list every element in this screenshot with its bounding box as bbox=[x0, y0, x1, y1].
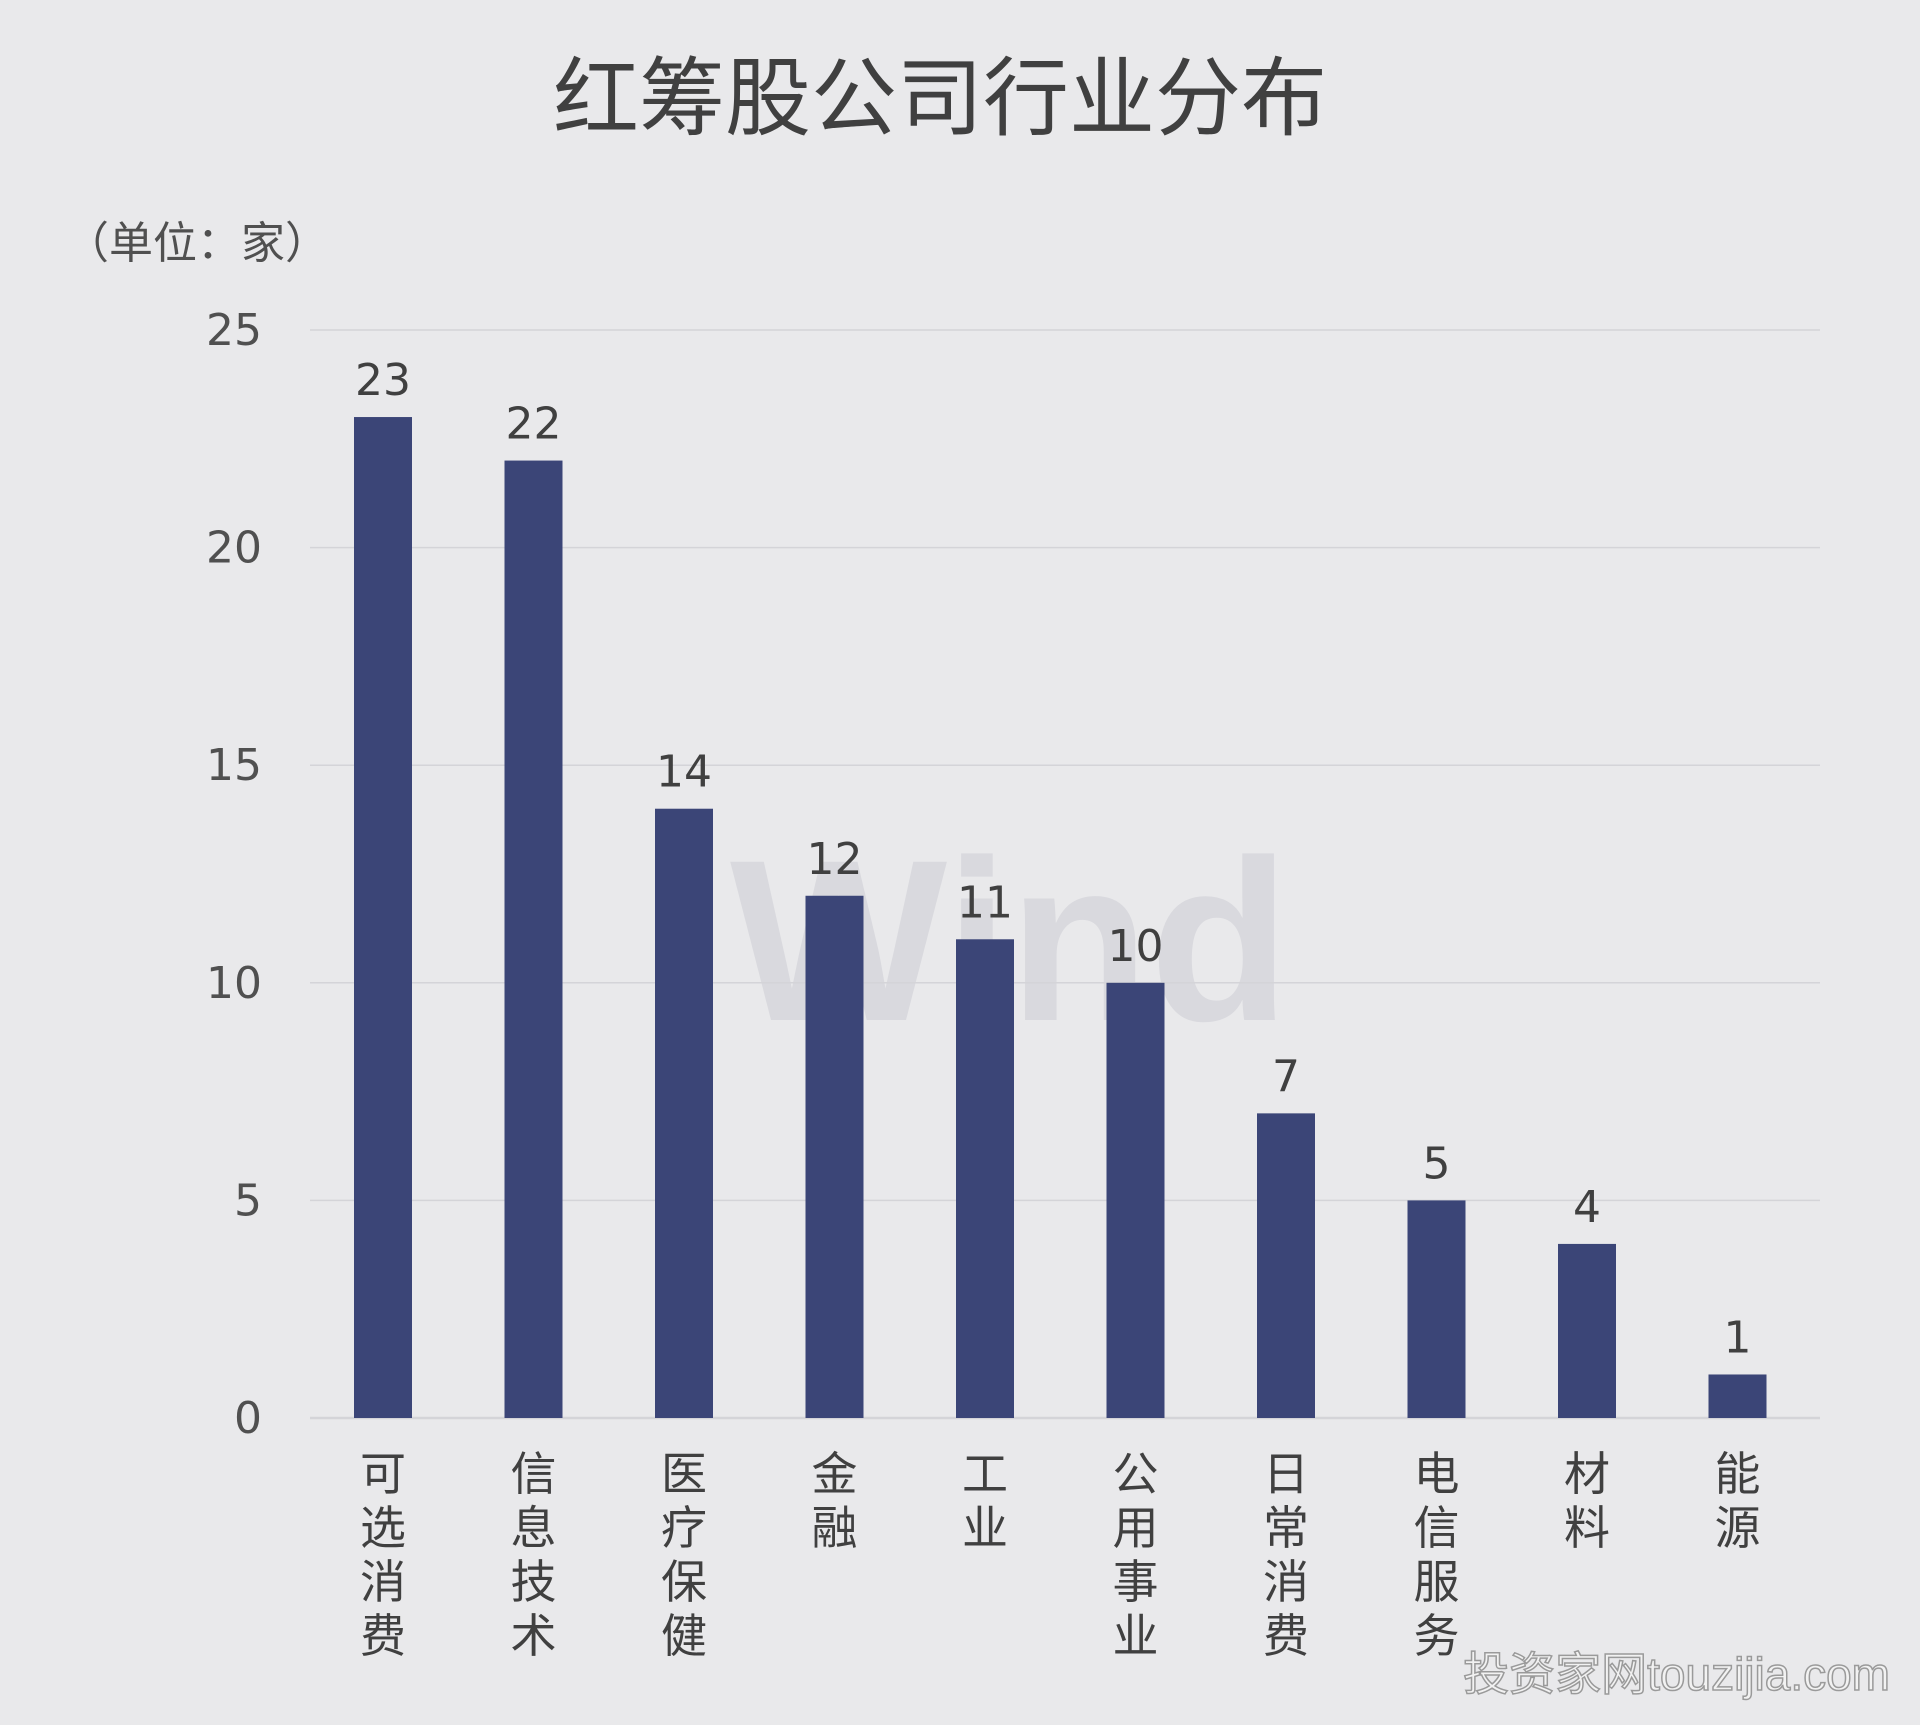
category-label: 金融 bbox=[812, 1447, 858, 1555]
category-label: 公用事业 bbox=[1113, 1447, 1159, 1663]
data-label: 10 bbox=[1108, 921, 1164, 972]
data-label: 12 bbox=[807, 834, 863, 885]
y-tick-label: 0 bbox=[234, 1393, 262, 1444]
data-label: 5 bbox=[1423, 1138, 1451, 1189]
unit-label: （单位：家） bbox=[65, 218, 329, 269]
y-tick-label: 10 bbox=[206, 958, 262, 1009]
category-label: 日常消费 bbox=[1263, 1447, 1309, 1663]
bars bbox=[354, 417, 1767, 1418]
data-label: 7 bbox=[1272, 1051, 1300, 1102]
bar bbox=[504, 460, 563, 1418]
bar bbox=[1708, 1374, 1767, 1418]
chart-title: 红筹股公司行业分布 bbox=[553, 49, 1327, 149]
bar bbox=[1407, 1200, 1466, 1418]
data-label: 22 bbox=[506, 399, 562, 450]
category-label: 材料 bbox=[1564, 1447, 1610, 1555]
category-label: 信息技术 bbox=[511, 1447, 557, 1663]
category-label: 电信服务 bbox=[1414, 1447, 1460, 1663]
bar bbox=[956, 939, 1014, 1418]
category-label: 工业 bbox=[962, 1447, 1008, 1555]
y-tick-label: 5 bbox=[234, 1175, 262, 1226]
data-label: 1 bbox=[1724, 1312, 1752, 1363]
category-label: 能源 bbox=[1715, 1447, 1761, 1555]
bar bbox=[1558, 1243, 1616, 1418]
data-label: 11 bbox=[957, 877, 1013, 928]
bar bbox=[805, 895, 864, 1418]
category-label: 医疗保健 bbox=[661, 1447, 707, 1663]
y-tick-label: 20 bbox=[206, 523, 262, 574]
data-label: 4 bbox=[1573, 1182, 1601, 1233]
y-tick-label: 25 bbox=[206, 305, 262, 356]
data-label: 14 bbox=[656, 747, 712, 798]
bar bbox=[655, 808, 713, 1418]
bar bbox=[1106, 982, 1165, 1418]
data-label: 23 bbox=[355, 355, 411, 406]
y-axis-ticks: 0 5 10 15 20 25 bbox=[206, 305, 262, 1444]
category-label: 可选消费 bbox=[360, 1447, 406, 1663]
bar bbox=[354, 417, 412, 1418]
y-tick-label: 15 bbox=[206, 740, 262, 791]
bar bbox=[1257, 1113, 1315, 1418]
data-labels: 23 22 14 12 11 10 7 5 4 1 bbox=[355, 355, 1752, 1363]
source-credit: 投资家网touzijia.com bbox=[1463, 1648, 1890, 1700]
